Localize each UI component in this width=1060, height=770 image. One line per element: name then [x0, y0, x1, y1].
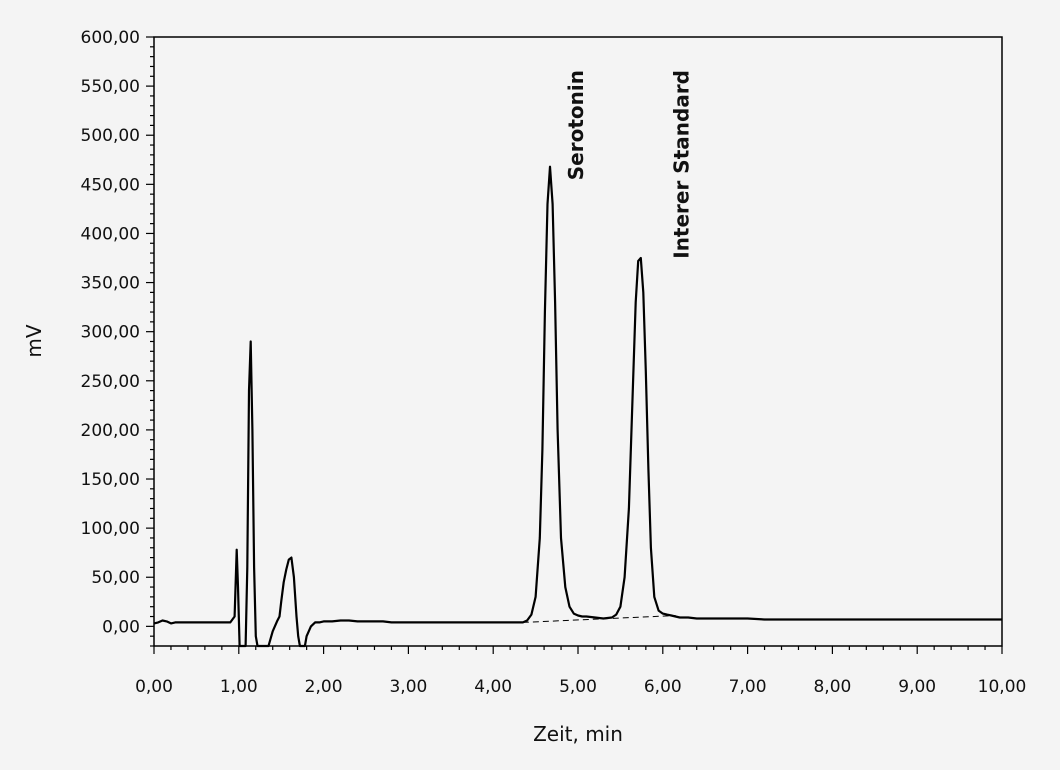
x-tick-label: 7,00 [729, 677, 767, 697]
y-tick-label: 450,00 [81, 175, 140, 195]
peak-label-serotonin: Serotonin [564, 70, 588, 180]
peak-annotations: Serotonin Interer Standard [564, 70, 693, 259]
x-tick-label: 4,00 [474, 677, 512, 697]
x-tick-label: 6,00 [644, 677, 682, 697]
plot-frame [153, 36, 1003, 647]
x-tick-label: 1,00 [220, 677, 258, 697]
x-tick-label: 2,00 [305, 677, 343, 697]
y-tick-label: 400,00 [81, 224, 140, 244]
x-tick-label: 3,00 [389, 677, 427, 697]
x-tick-label: 5,00 [559, 677, 597, 697]
x-tick-label: 8,00 [813, 677, 851, 697]
x-tick-label: 0,00 [135, 677, 173, 697]
y-tick-label: 50,00 [91, 568, 140, 588]
peak-label-internal-standard: Interer Standard [669, 70, 693, 259]
y-tick-label: 600,00 [81, 28, 140, 48]
y-tick-label: 0,00 [102, 617, 140, 637]
chromatogram-trace [153, 165, 1002, 648]
x-tick-label: 10,00 [978, 677, 1027, 697]
y-axis-title: mV [22, 324, 46, 357]
y-tick-label: 200,00 [81, 421, 140, 441]
y-tick-label: 300,00 [81, 323, 140, 343]
x-tick-labels: 0,00 1,00 2,00 3,00 4,00 5,00 6,00 7,00 8,00 9,00… [135, 677, 1026, 697]
integration-baseline [522, 615, 676, 623]
y-tick-label: 100,00 [81, 519, 140, 539]
y-tick-labels: 0,00 50,00 100,00 150,00 200,00 250,00 300,00 3… [81, 28, 140, 637]
y-tick-label: 500,00 [81, 126, 140, 146]
y-tick-label: 350,00 [81, 274, 140, 294]
y-tick-label: 250,00 [81, 372, 140, 392]
y-tick-label: 550,00 [81, 77, 140, 97]
x-axis-title: Zeit, min [533, 722, 623, 746]
x-tick-label: 9,00 [898, 677, 936, 697]
axis-ticks [146, 36, 1003, 654]
y-tick-label: 150,00 [81, 470, 140, 490]
